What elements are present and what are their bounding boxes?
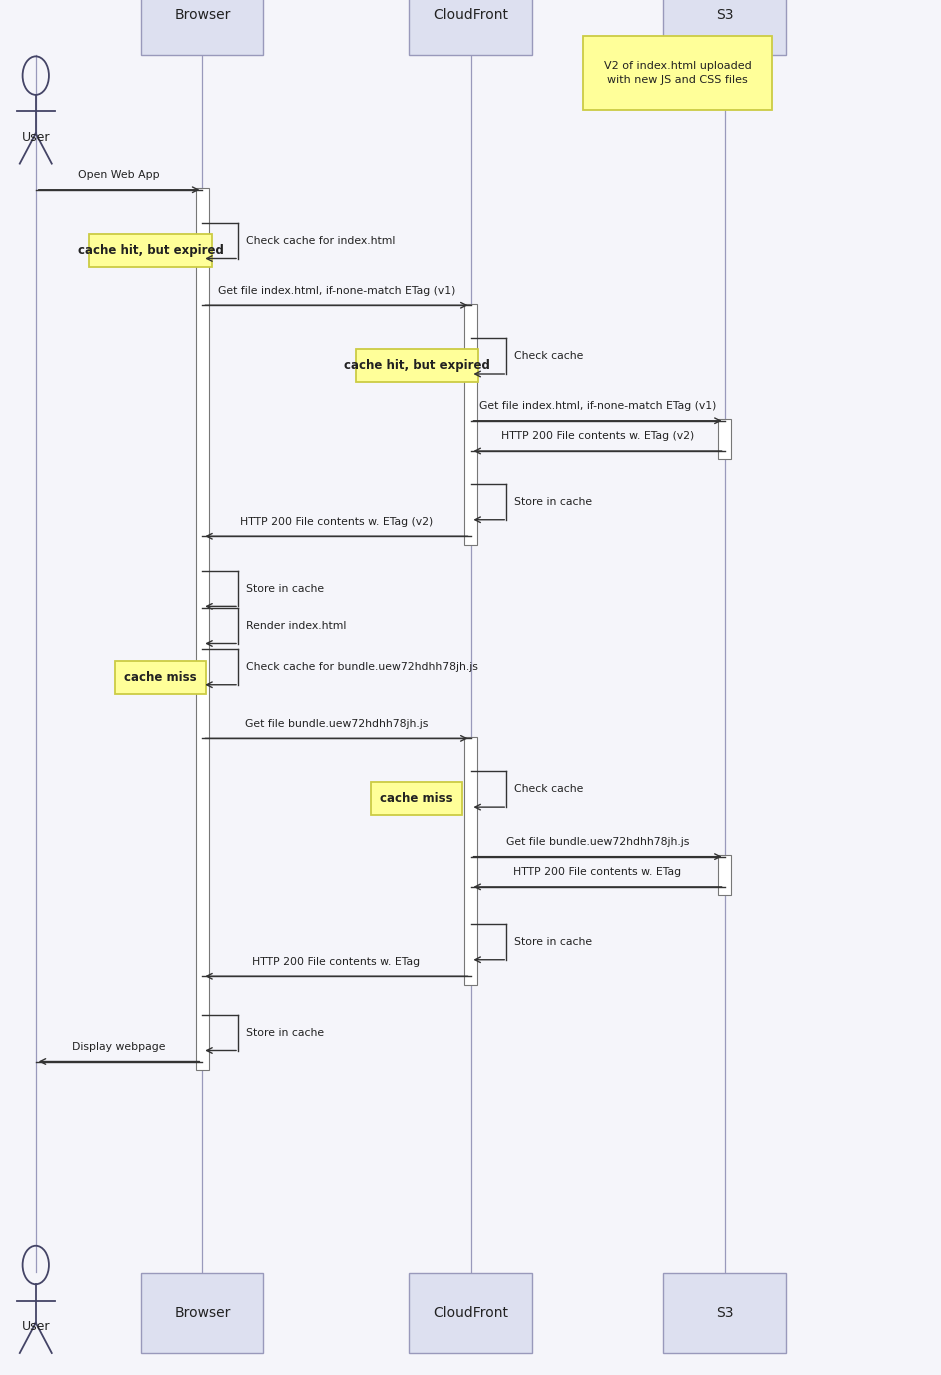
Bar <box>663 1273 786 1353</box>
Text: Get file index.html, if-none-match ETag (v1): Get file index.html, if-none-match ETag … <box>217 286 455 296</box>
Bar <box>371 782 462 815</box>
Bar <box>718 855 731 895</box>
Bar <box>356 349 478 382</box>
Bar <box>141 0 263 55</box>
Text: Get file bundle.uew72hdhh78jh.js: Get file bundle.uew72hdhh78jh.js <box>245 719 428 729</box>
Bar <box>583 36 772 110</box>
Text: cache miss: cache miss <box>380 792 453 806</box>
Text: Store in cache: Store in cache <box>246 1027 324 1038</box>
Bar <box>409 1273 532 1353</box>
Text: Check cache for bundle.uew72hdhh78jh.js: Check cache for bundle.uew72hdhh78jh.js <box>246 661 477 672</box>
Bar <box>141 1273 263 1353</box>
Text: Store in cache: Store in cache <box>246 583 324 594</box>
Text: Render index.html: Render index.html <box>246 620 346 631</box>
Text: CloudFront: CloudFront <box>433 1306 508 1320</box>
Text: Display webpage: Display webpage <box>72 1042 166 1052</box>
Text: HTTP 200 File contents w. ETag (v2): HTTP 200 File contents w. ETag (v2) <box>240 517 433 527</box>
Text: HTTP 200 File contents w. ETag: HTTP 200 File contents w. ETag <box>514 868 681 877</box>
Text: User: User <box>22 1320 50 1332</box>
Text: Browser: Browser <box>174 8 231 22</box>
Text: CloudFront: CloudFront <box>433 8 508 22</box>
Bar <box>718 419 731 459</box>
Text: V2 of index.html uploaded
with new JS and CSS files: V2 of index.html uploaded with new JS an… <box>603 60 752 85</box>
Bar <box>196 188 209 1070</box>
Text: Check cache: Check cache <box>514 784 583 795</box>
Text: cache miss: cache miss <box>124 671 197 685</box>
Text: S3: S3 <box>716 1306 733 1320</box>
Bar <box>115 661 206 694</box>
Bar <box>89 234 212 267</box>
Bar <box>409 0 532 55</box>
Text: HTTP 200 File contents w. ETag (v2): HTTP 200 File contents w. ETag (v2) <box>501 432 694 441</box>
Bar <box>464 737 477 984</box>
Text: User: User <box>22 131 50 143</box>
Text: Browser: Browser <box>174 1306 231 1320</box>
Text: S3: S3 <box>716 8 733 22</box>
Text: cache hit, but expired: cache hit, but expired <box>343 359 490 373</box>
Text: Get file index.html, if-none-match ETag (v1): Get file index.html, if-none-match ETag … <box>479 402 716 411</box>
Text: HTTP 200 File contents w. ETag: HTTP 200 File contents w. ETag <box>252 957 421 967</box>
Text: Check cache: Check cache <box>514 351 583 362</box>
Text: Store in cache: Store in cache <box>514 936 592 947</box>
Text: cache hit, but expired: cache hit, but expired <box>77 243 224 257</box>
Bar <box>663 0 786 55</box>
Text: Store in cache: Store in cache <box>514 496 592 507</box>
Text: Check cache for index.html: Check cache for index.html <box>246 235 395 246</box>
Bar <box>464 304 477 544</box>
Text: Open Web App: Open Web App <box>78 170 160 180</box>
Text: Get file bundle.uew72hdhh78jh.js: Get file bundle.uew72hdhh78jh.js <box>506 837 689 847</box>
